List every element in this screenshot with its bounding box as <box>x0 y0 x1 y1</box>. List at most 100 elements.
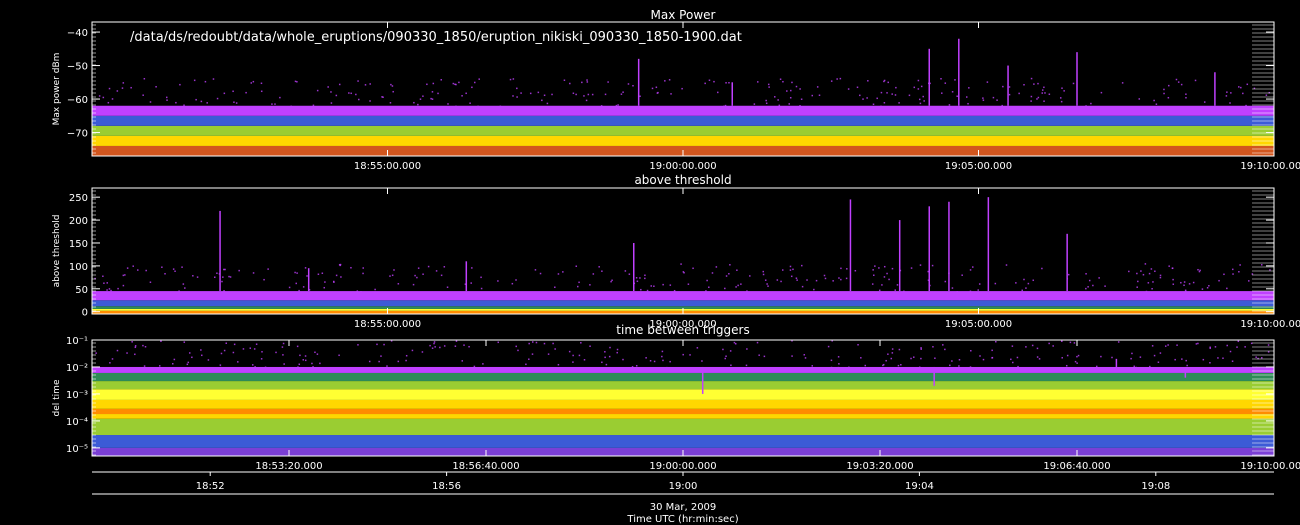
scatter-point <box>391 274 394 277</box>
scatter-point <box>765 99 767 102</box>
scatter-point <box>223 92 226 95</box>
scatter-point <box>172 363 174 365</box>
above-threshold-heatmap <box>92 197 1274 314</box>
scatter-point <box>895 86 897 89</box>
y-tick-label: 100 <box>69 262 88 273</box>
x-tick-label: 18:56:40.000 <box>452 461 519 472</box>
scatter-point <box>919 102 922 105</box>
scatter-point <box>1238 271 1240 273</box>
scatter-point <box>421 351 424 353</box>
scatter-point <box>463 344 465 346</box>
scatter-point <box>106 289 108 291</box>
scatter-point <box>143 77 146 80</box>
scatter-point <box>891 352 894 354</box>
scatter-point <box>815 279 818 282</box>
scatter-point <box>932 346 934 348</box>
scatter-point <box>1209 362 1211 364</box>
scatter-point <box>878 267 880 269</box>
scatter-point <box>282 354 284 356</box>
scatter-point <box>631 366 634 368</box>
scatter-point <box>191 356 193 359</box>
scatter-point <box>897 364 900 367</box>
scatter-point <box>681 87 683 90</box>
x-tick-label: 18:55:00.000 <box>354 161 421 172</box>
scatter-point <box>986 81 989 83</box>
scatter-point <box>497 280 499 282</box>
scatter-point <box>224 268 226 271</box>
scatter-point <box>816 86 819 88</box>
x-tick-label: 19:05:00.000 <box>945 161 1012 172</box>
scatter-point <box>837 356 840 358</box>
scatter-point <box>857 343 859 346</box>
scatter-point <box>1172 283 1175 285</box>
scatter-point <box>1180 281 1182 284</box>
scatter-point <box>1237 340 1240 343</box>
scatter-point <box>1257 357 1259 360</box>
scatter-point <box>956 291 959 293</box>
scatter-point <box>725 82 727 84</box>
scatter-point <box>724 287 726 290</box>
scatter-point <box>516 96 518 98</box>
x-tick-label: 19:00:00.000 <box>649 161 716 172</box>
x-tick-label: 18:53:20.000 <box>255 461 322 472</box>
scatter-point <box>746 290 748 292</box>
scatter-point <box>689 354 691 356</box>
scatter-point <box>880 105 882 108</box>
scatter-point <box>275 351 277 354</box>
scatter-point <box>260 90 263 93</box>
scatter-point <box>1096 365 1098 368</box>
scatter-point <box>1065 364 1068 367</box>
scatter-point <box>942 344 944 346</box>
scatter-point <box>405 359 407 362</box>
scatter-point <box>107 101 110 104</box>
data-band-2 <box>92 125 1274 136</box>
scatter-point <box>254 366 256 368</box>
scatter-point <box>581 81 583 84</box>
scatter-point <box>724 104 727 107</box>
scatter-point <box>405 354 408 357</box>
scatter-point <box>338 83 341 86</box>
scatter-point <box>894 289 897 291</box>
x-tick-label: 19:06:40.000 <box>1043 461 1110 472</box>
scatter-point <box>1183 281 1186 283</box>
scatter-point <box>469 102 471 104</box>
scatter-point <box>1021 289 1023 292</box>
scatter-point <box>312 366 314 368</box>
panel-title-max-power: Max Power <box>651 8 716 22</box>
y-tick-label: 10⁻¹ <box>66 336 88 347</box>
y-tick-label: 10⁻² <box>66 363 88 374</box>
panel-title-above-threshold: above threshold <box>634 173 731 187</box>
scatter-point <box>1077 354 1080 357</box>
scatter-point <box>221 280 223 283</box>
scatter-point <box>969 290 972 293</box>
scatter-point <box>192 275 194 277</box>
hour-tick-label: 19:04 <box>905 481 934 492</box>
scatter-point <box>1138 98 1141 100</box>
scatter-point <box>888 278 890 281</box>
scatter-point <box>528 358 530 360</box>
scatter-point <box>319 362 321 365</box>
scatter-point <box>1136 286 1138 288</box>
hour-tick-label: 18:52 <box>196 481 225 492</box>
scatter-point <box>1130 357 1132 360</box>
scatter-point <box>355 93 357 96</box>
scatter-point <box>620 93 623 95</box>
scatter-point <box>132 265 134 267</box>
scatter-point <box>515 345 517 348</box>
scatter-point <box>661 350 664 353</box>
scatter-point <box>1087 286 1089 288</box>
scatter-point <box>200 100 203 103</box>
hour-tick-label: 19:00 <box>669 481 698 492</box>
scatter-point <box>471 267 473 269</box>
scatter-point <box>386 365 388 367</box>
scatter-point <box>295 282 297 285</box>
date-label: 30 Mar, 2009 <box>650 502 717 513</box>
scatter-point <box>419 98 422 100</box>
scatter-point <box>364 84 367 86</box>
scatter-point <box>1197 342 1199 345</box>
scatter-point <box>706 279 708 282</box>
scatter-point <box>799 88 801 90</box>
scatter-point <box>982 358 985 361</box>
scatter-point <box>832 280 834 282</box>
scatter-point <box>316 89 319 92</box>
